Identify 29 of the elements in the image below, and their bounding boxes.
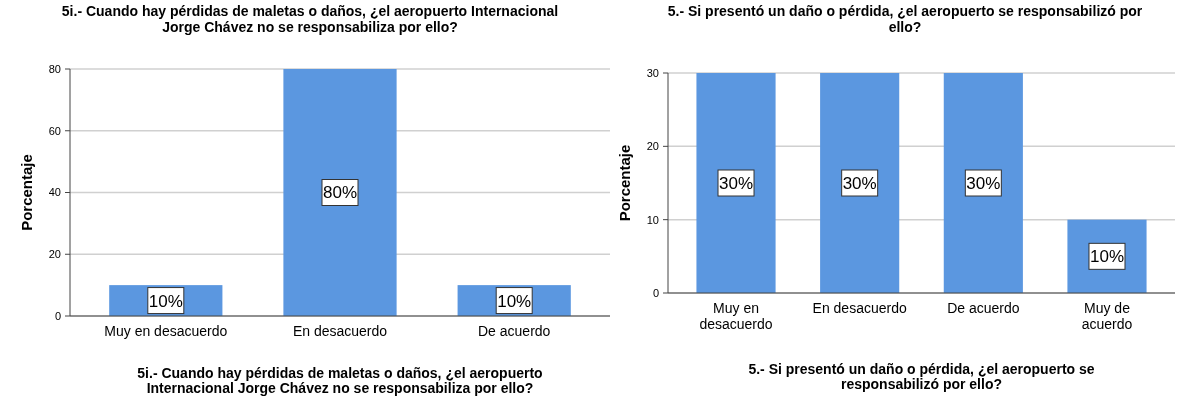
- x-tick-label: Muy de acuerdo: [1081, 300, 1133, 332]
- x-tick-label: Muy en desacuerdo: [104, 323, 228, 339]
- x-tick-label: De acuerdo: [478, 323, 551, 339]
- data-label: 10%: [1089, 247, 1124, 267]
- x-tick-label: Muy en desacuerdo: [699, 300, 773, 332]
- x-axis-title: 5.- Si presentó un daño o pérdida, ¿el aeropuerto se responsabilizó por ello?: [748, 361, 1095, 392]
- y-tick-label: 10: [646, 213, 659, 226]
- y-tick-label: 0: [652, 286, 659, 299]
- data-label: 30%: [719, 173, 754, 193]
- data-label: 10%: [148, 291, 183, 311]
- data-label: 30%: [842, 173, 877, 193]
- y-tick-label: 30: [646, 66, 659, 79]
- y-tick-label: 20: [646, 140, 659, 153]
- y-tick-label: 20: [48, 248, 61, 261]
- x-axis-title: 5i.- Cuando hay pérdidas de maletas o daños, ¿el aeropuerto Internacional Jorge Chávez no se responsabiliza por ello?: [137, 365, 543, 396]
- y-tick-label: 80: [48, 62, 61, 75]
- y-axis-title: Porcentaje: [616, 144, 633, 222]
- data-label: 30%: [966, 173, 1001, 193]
- y-tick-label: 0: [54, 309, 61, 322]
- chart-title: 5i.- Cuando hay pérdidas de maletas o daños, ¿el aeropuerto Internacional Jorge Chávez no se responsabiliza por ello?: [61, 3, 559, 35]
- data-label: 80%: [322, 183, 358, 203]
- data-label: 10%: [497, 291, 532, 311]
- chart-title: 5.- Si presentó un daño o pérdida, ¿el aeropuerto se responsabilizó por ello?: [667, 3, 1143, 35]
- y-tick-label: 40: [48, 186, 61, 199]
- y-axis-title: Porcentaje: [18, 154, 35, 231]
- x-tick-label: En desacuerdo: [812, 300, 907, 316]
- x-tick-label: De acuerdo: [947, 300, 1020, 316]
- y-tick-label: 60: [48, 124, 61, 137]
- x-tick-label: En desacuerdo: [292, 323, 388, 339]
